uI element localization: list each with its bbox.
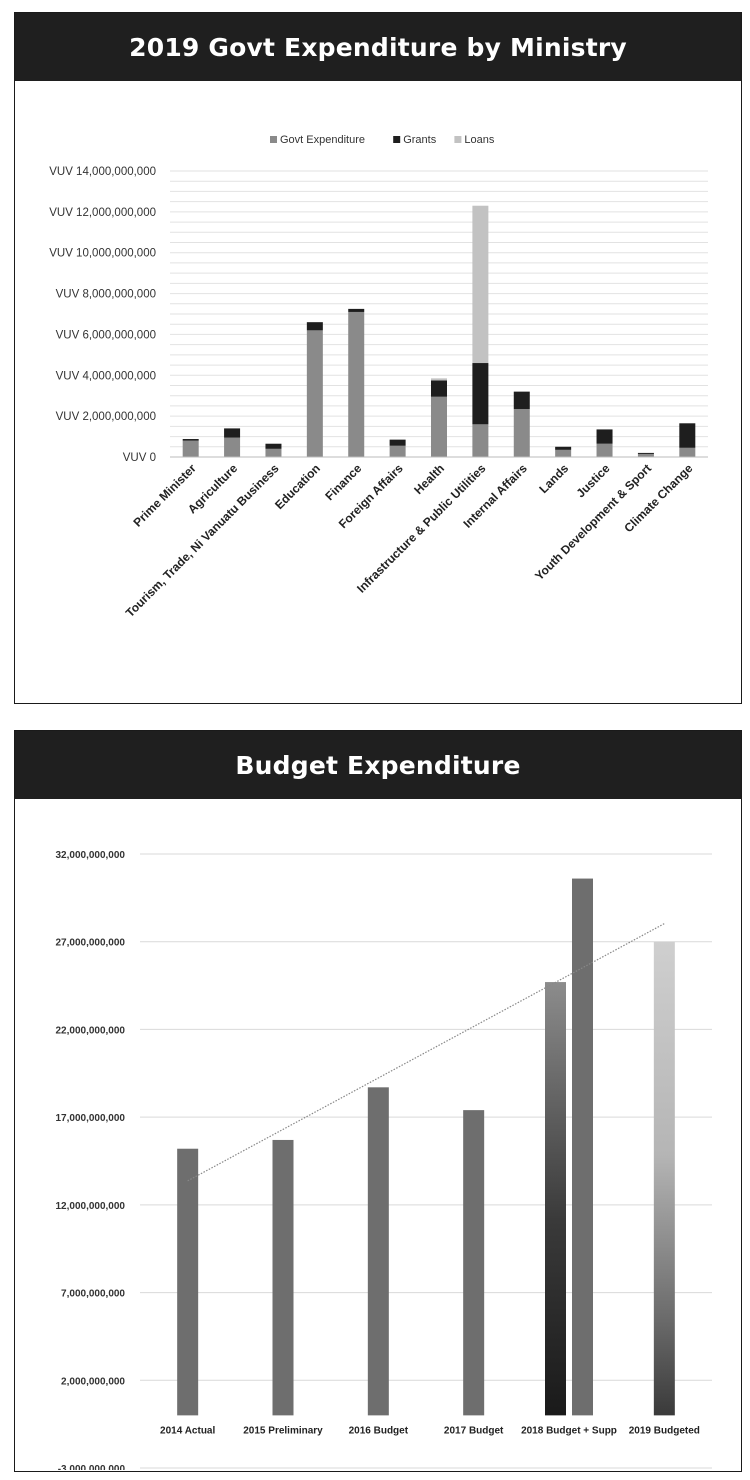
y-tick-label: 2,000,000,000 bbox=[61, 1376, 125, 1387]
x-category-label: 2016 Budget bbox=[349, 1425, 409, 1436]
bar-segment bbox=[265, 443, 282, 449]
y-tick-label: 22,000,000,000 bbox=[55, 1025, 125, 1036]
x-category-label: Lands bbox=[536, 461, 571, 496]
bar-segment bbox=[596, 443, 613, 457]
y-tick-label: VUV 6,000,000,000 bbox=[56, 329, 156, 341]
legend-label: Grants bbox=[403, 134, 437, 146]
budget-bar bbox=[367, 1087, 389, 1416]
bar-segment bbox=[348, 311, 365, 457]
bar-segment bbox=[472, 363, 489, 425]
x-category-label: Health bbox=[411, 461, 447, 497]
bar-segment bbox=[224, 437, 241, 457]
bar-segment bbox=[431, 378, 447, 381]
x-category-label: 2014 Actual bbox=[160, 1425, 215, 1436]
bar-segment bbox=[348, 308, 365, 312]
x-category-label: 2017 Budget bbox=[444, 1425, 504, 1436]
bar-segment bbox=[513, 391, 530, 409]
x-category-label: Finance bbox=[322, 461, 364, 503]
ministry-stacked-bar-chart: VUV 14,000,000,000 VUV 12,000,000,000 VUV … bbox=[49, 134, 708, 620]
bar-segment bbox=[637, 452, 654, 454]
y-tick-label: VUV 14,000,000,000 bbox=[49, 166, 156, 178]
bar-segment bbox=[182, 440, 199, 457]
bar-segment bbox=[472, 205, 489, 364]
ministry-chart-title: 2019 Govt Expenditure by Ministry bbox=[15, 13, 741, 81]
bar-segment bbox=[637, 453, 654, 457]
budget-bar-chart: 32,000,000,000 27,000,000,000 22,000,000,0… bbox=[55, 850, 712, 1470]
x-category-label: 2018 Budget + Supp bbox=[521, 1425, 617, 1436]
bar-segment bbox=[224, 428, 241, 438]
bar-segment bbox=[555, 446, 572, 450]
budget-bar bbox=[463, 1110, 485, 1416]
y-tick-label: VUV 0 bbox=[123, 452, 156, 464]
ministry-chart-panel: 2019 Govt Expenditure by Ministry VUV 14… bbox=[14, 12, 742, 704]
bar-segment bbox=[389, 439, 406, 446]
bar-segment bbox=[389, 445, 406, 457]
bar-segment bbox=[513, 408, 530, 457]
legend-label: Govt Expenditure bbox=[280, 134, 365, 146]
legend-swatch bbox=[270, 136, 277, 143]
x-category-label: 2019 Budgeted bbox=[629, 1425, 700, 1436]
bar-segment bbox=[306, 322, 323, 331]
budget-bar bbox=[572, 878, 593, 1416]
bar-segment bbox=[431, 396, 447, 457]
y-tick-label: 32,000,000,000 bbox=[55, 850, 125, 861]
y-tick-label: 17,000,000,000 bbox=[55, 1113, 125, 1124]
budget-bar bbox=[272, 1139, 294, 1416]
budget-bar bbox=[177, 1148, 199, 1416]
x-category-label: Education bbox=[272, 461, 323, 512]
bar-segment bbox=[265, 448, 282, 457]
y-tick-label: VUV 10,000,000,000 bbox=[49, 248, 156, 260]
x-category-label: 2015 Preliminary bbox=[243, 1425, 323, 1436]
y-tick-label: VUV 2,000,000,000 bbox=[56, 411, 156, 423]
bar-segment bbox=[182, 439, 199, 441]
y-tick-label: 27,000,000,000 bbox=[55, 938, 125, 949]
y-tick-label: 7,000,000,000 bbox=[61, 1289, 125, 1300]
legend-swatch bbox=[393, 136, 401, 143]
bar-segment bbox=[306, 330, 323, 457]
y-tick-label: VUV 8,000,000,000 bbox=[56, 289, 156, 301]
budget-chart-title: Budget Expenditure bbox=[15, 731, 741, 799]
budget-bar bbox=[545, 982, 566, 1416]
bar-segment bbox=[679, 423, 696, 448]
legend-label: Loans bbox=[464, 134, 494, 146]
y-tick-label: VUV 4,000,000,000 bbox=[56, 370, 156, 382]
x-category-label: Justice bbox=[574, 461, 613, 500]
y-tick-label: VUV 12,000,000,000 bbox=[49, 207, 156, 219]
bar-segment bbox=[679, 447, 696, 457]
trendline bbox=[187, 923, 665, 1182]
x-category-label: Prime Minister bbox=[130, 461, 199, 530]
bar-segment bbox=[596, 429, 613, 444]
y-tick-label: -3,000,000,000 bbox=[58, 1464, 126, 1470]
legend-swatch bbox=[454, 136, 462, 143]
bar-segment bbox=[555, 449, 572, 457]
bar-segment bbox=[431, 380, 447, 397]
bar-segment bbox=[472, 424, 489, 457]
y-tick-label: 12,000,000,000 bbox=[55, 1201, 125, 1212]
budget-chart-panel: Budget Expenditure 32,000,000,000 27,000,… bbox=[14, 730, 742, 1472]
x-category-label: Tourism, Trade, Ni Vanuatu Business bbox=[123, 461, 282, 620]
budget-bar bbox=[653, 941, 675, 1416]
